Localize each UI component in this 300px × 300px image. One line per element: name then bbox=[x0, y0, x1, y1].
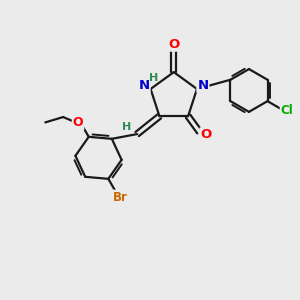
Text: O: O bbox=[200, 128, 211, 141]
Text: N: N bbox=[197, 79, 208, 92]
Text: O: O bbox=[168, 38, 179, 51]
Text: Cl: Cl bbox=[280, 104, 293, 117]
Text: Br: Br bbox=[113, 190, 128, 204]
Text: H: H bbox=[122, 122, 131, 132]
Text: N: N bbox=[139, 80, 150, 92]
Text: H: H bbox=[149, 73, 158, 83]
Text: O: O bbox=[73, 116, 83, 130]
